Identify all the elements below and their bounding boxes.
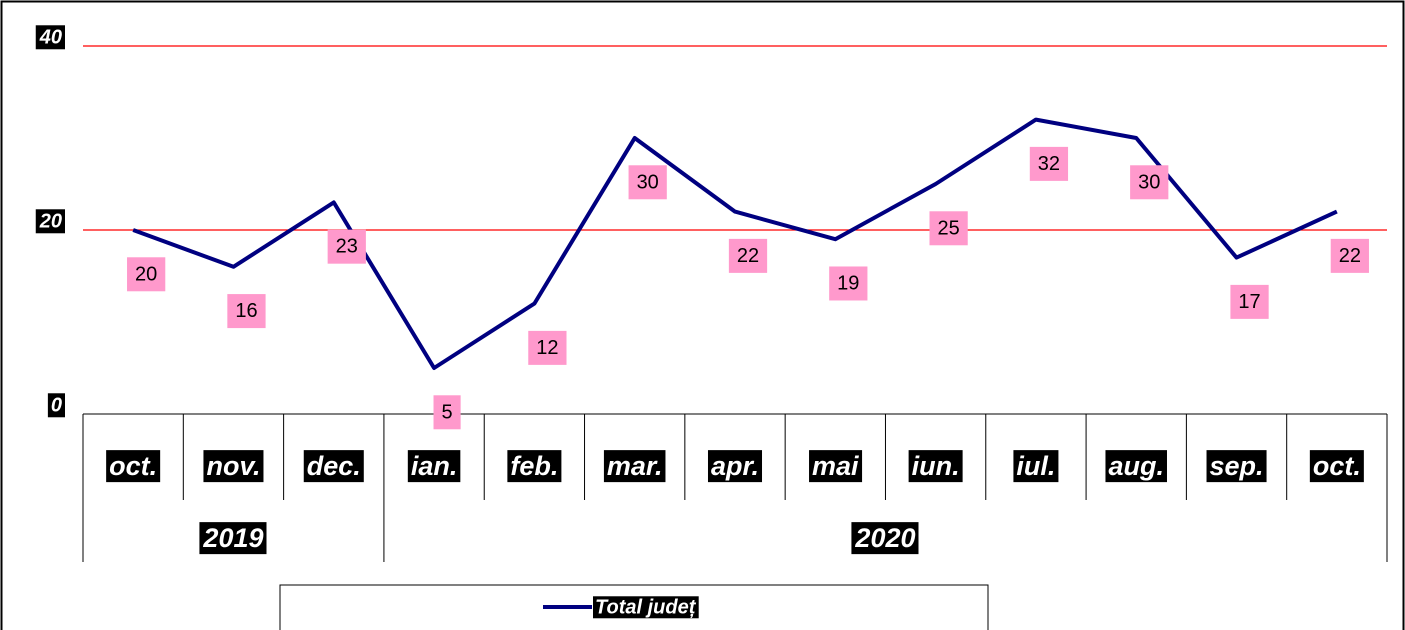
data-label: 16 — [235, 300, 257, 322]
data-label: 22 — [737, 245, 759, 267]
label-background — [908, 450, 963, 483]
data-label: 17 — [1238, 291, 1260, 313]
x-tick-label: feb. — [510, 451, 558, 481]
data-label: 22 — [1339, 245, 1361, 267]
data-label: 19 — [837, 272, 859, 294]
label-background — [1105, 450, 1167, 483]
x-tick-label: aug. — [1108, 451, 1164, 481]
x-tick-label: sep. — [1210, 451, 1264, 481]
y-tick-label: 0 — [51, 394, 62, 416]
label-background — [728, 238, 768, 273]
data-label: 30 — [1138, 171, 1160, 193]
label-background — [809, 450, 863, 483]
label-background — [603, 450, 666, 483]
label-background — [433, 395, 461, 430]
label-background — [1029, 146, 1069, 181]
label-background — [327, 229, 366, 264]
data-label: 5 — [442, 401, 453, 423]
label-background — [227, 294, 266, 329]
label-background — [35, 209, 65, 234]
data-label: 25 — [937, 217, 959, 239]
label-background — [199, 522, 267, 555]
x-tick-label: nov. — [206, 451, 260, 481]
label-background — [203, 450, 264, 483]
x-tick-label: mai — [812, 451, 859, 481]
y-tick-label: 20 — [39, 210, 62, 232]
x-tick-label: iul. — [1016, 451, 1055, 481]
data-label: 20 — [135, 263, 157, 285]
x-tick-label: apr. — [711, 451, 759, 481]
y-tick-label: 40 — [39, 26, 62, 48]
label-background — [628, 165, 667, 200]
data-label: 12 — [536, 337, 558, 359]
label-background — [851, 522, 919, 555]
data-label: 30 — [637, 171, 659, 193]
label-background — [303, 450, 364, 483]
label-background — [1309, 450, 1364, 483]
label-background — [507, 450, 562, 483]
label-background — [707, 450, 763, 483]
label-background — [1013, 450, 1059, 483]
x-tick-label: dec. — [307, 451, 361, 481]
x-tick-label: iun. — [912, 451, 960, 481]
legend-label: Total județ — [595, 596, 697, 618]
year-label: 2020 — [854, 523, 915, 553]
label-background — [35, 25, 65, 50]
data-label: 23 — [336, 236, 358, 258]
label-background — [929, 211, 968, 246]
label-background — [127, 257, 166, 292]
x-tick-label: oct. — [1313, 451, 1361, 481]
label-background — [106, 450, 161, 483]
line — [132, 117, 1338, 370]
label-background — [593, 596, 699, 619]
x-tick-label: oct. — [109, 451, 157, 481]
label-background — [1230, 284, 1269, 319]
year-label: 2019 — [202, 523, 263, 553]
label-background — [407, 450, 461, 483]
label-background — [1130, 165, 1169, 200]
x-tick-label: mar. — [607, 451, 663, 481]
label-background — [528, 330, 567, 365]
data-label: 32 — [1038, 153, 1060, 175]
label-background — [1206, 450, 1267, 483]
label-background — [829, 266, 868, 301]
label-background — [1330, 238, 1369, 273]
label-background — [47, 393, 65, 418]
x-tick-label: ian. — [411, 451, 458, 481]
